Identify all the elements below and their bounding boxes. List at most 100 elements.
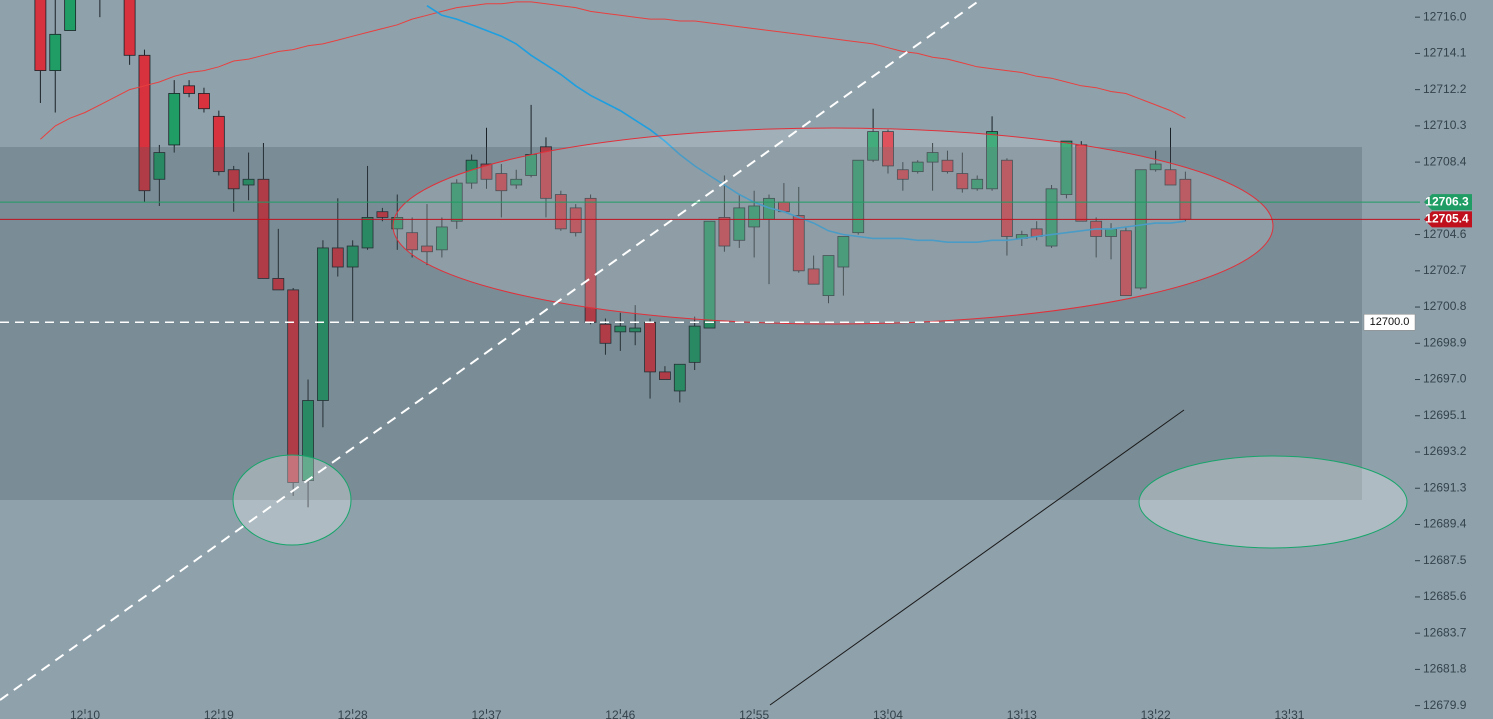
candle-body [227,169,240,190]
candle-body [361,217,374,249]
y-tick-label: 12712.2 [1423,82,1467,96]
price-label-box [1424,194,1472,211]
candle-body [614,325,627,333]
axes: 12716.0 12714.1 12712.2 12710.3 12708.4 12704… [0,9,1472,719]
candle-body [748,205,761,228]
shaded-zone [0,147,1362,500]
candle-body [688,325,701,363]
candle-body [376,211,389,218]
candle-body [406,232,419,251]
candle-body [569,207,582,234]
candle-body [703,220,716,329]
candle-body [64,0,77,31]
x-tick-label: 13:31 [1274,708,1304,719]
x-tick-label: 12:37 [471,708,501,719]
candle-body [1134,169,1147,289]
candle-body [540,146,552,199]
candle-body [49,33,62,71]
candle-body [212,115,225,173]
indicator-lines [40,1,1186,243]
y-tick-label: 12683.7 [1423,625,1467,639]
y-tick-label: 12681.8 [1423,662,1467,676]
y-tick-label: 12687.5 [1423,553,1467,567]
candle-body [480,163,493,180]
candle-body [34,0,47,71]
candle-body [882,131,894,167]
candle-body [837,236,850,268]
y-tick-label: 12702.7 [1423,263,1467,277]
x-tick-label: 12:19 [204,708,234,719]
candle-body [1045,188,1058,247]
candle-body [822,255,835,297]
x-tick-label: 13:22 [1141,708,1171,719]
y-tick-label: 12714.1 [1423,46,1467,60]
y-tick-label: 12708.4 [1423,154,1467,168]
candle-body [629,327,642,333]
candle-body [673,363,686,392]
candle-body [1164,169,1177,186]
price-label: 12705.4 [1425,211,1469,225]
candle-body [1149,163,1162,171]
candle-body [198,93,210,110]
candle-body [287,289,300,483]
candles [34,0,1192,508]
y-tick-label: 12685.6 [1423,589,1467,603]
y-tick-label: 12698.9 [1423,335,1467,349]
price-label-box [1363,314,1416,331]
indicator-line [426,5,1186,243]
candle-body [123,0,136,56]
candle-body [718,217,731,247]
y-tick-label: 12679.9 [1423,698,1467,712]
candle-body [867,131,880,161]
candle-body [168,93,181,146]
x-tick-label: 12:10 [70,708,100,719]
y-tick-label: 12693.2 [1423,444,1467,458]
candle-body [971,178,984,190]
candle-body [896,169,909,180]
candle-body [435,226,448,251]
candle-body [733,207,746,241]
ellipse-drawing [1138,455,1408,549]
y-tick-label: 12710.3 [1423,118,1467,132]
candle-body [317,247,329,401]
y-tick-label: 12695.1 [1423,408,1467,422]
candle-body [1060,140,1073,195]
y-tick-label: 12700.8 [1423,299,1467,313]
candle-body [1120,230,1132,297]
candle-body [183,85,195,94]
candle-body [242,178,255,186]
candle-body [346,245,359,268]
price-label: 12706.3 [1425,194,1469,208]
candle-body [257,178,270,279]
candle-body [421,245,433,253]
candle-body [911,161,924,173]
candle-body [807,268,820,285]
candle-body [792,215,805,272]
indicator-line [40,1,1186,140]
x-tick-label: 12:55 [739,708,769,719]
y-tick-label: 12704.6 [1423,227,1467,241]
y-tick-label: 12697.0 [1423,372,1467,386]
candle-body [331,247,344,268]
trend-line [0,0,981,701]
candle-body [599,323,612,344]
price-label-box [1424,211,1472,228]
candle-body [272,278,285,291]
x-tick-label: 12:28 [338,708,368,719]
candle-body [986,131,998,190]
candle-body [554,194,567,230]
candle-body [391,217,404,230]
candle-body [941,159,954,173]
x-tick-label: 13:04 [873,708,903,719]
candle-body [852,159,865,234]
ellipse-drawing [392,127,1274,325]
candle-body [153,152,166,180]
y-tick-label: 12716.0 [1423,9,1467,23]
trend-line [769,409,1185,706]
candle-body [138,54,151,192]
ellipse-drawing [232,454,352,546]
y-tick-label: 12689.4 [1423,517,1467,531]
candle-body [1001,159,1013,237]
